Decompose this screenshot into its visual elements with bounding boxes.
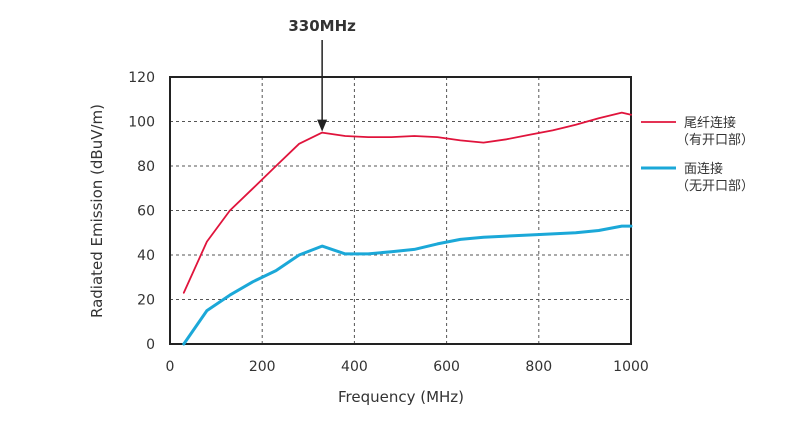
tick-labels: 0 200 400 600 800 1000 0 20 40 60 80 100 120 xyxy=(128,70,649,375)
y-tick-label: 20 xyxy=(137,293,155,309)
y-tick-label: 80 xyxy=(137,159,155,175)
legend-label-1: 尾纤连接 xyxy=(684,115,736,131)
annotation-label: 330MHz xyxy=(288,17,356,35)
y-axis-title: Radiated Emission (dBuV/m) xyxy=(88,104,106,318)
series-line-1 xyxy=(182,111,632,294)
y-tick-label: 120 xyxy=(128,70,155,86)
series-line-2 xyxy=(182,224,633,346)
x-tick-label: 600 xyxy=(433,359,460,375)
legend-label-1-sub: （有开口部） xyxy=(676,133,754,148)
x-axis-title: Frequency (MHz) xyxy=(338,388,464,406)
x-axis-label: Frequency (MHz) xyxy=(338,388,464,406)
peak-annotation: 330MHz xyxy=(288,17,356,132)
legend-label-2: 面连接 xyxy=(684,161,723,177)
grid-layer xyxy=(170,77,631,344)
legend-item-2: 面连接 （无开口部） xyxy=(641,161,754,194)
y-tick-label: 60 xyxy=(137,204,155,220)
series-layer xyxy=(182,111,633,346)
y-tick-label: 100 xyxy=(128,115,155,131)
legend-label-2-sub: （无开口部） xyxy=(676,179,754,194)
plot-area-frame xyxy=(169,76,632,345)
x-tick-label: 1000 xyxy=(613,359,649,375)
legend: 尾纤连接 （有开口部） 面连接 （无开口部） xyxy=(641,115,754,194)
x-tick-label: 200 xyxy=(249,359,276,375)
y-tick-label: 0 xyxy=(146,337,155,353)
y-tick-label: 40 xyxy=(137,248,155,264)
legend-item-1: 尾纤连接 （有开口部） xyxy=(641,115,754,148)
annotation-arrow-head xyxy=(317,119,328,132)
x-tick-label: 0 xyxy=(166,359,175,375)
x-tick-label: 800 xyxy=(525,359,552,375)
x-tick-label: 400 xyxy=(341,359,368,375)
y-axis-label: Radiated Emission (dBuV/m) xyxy=(88,104,106,318)
